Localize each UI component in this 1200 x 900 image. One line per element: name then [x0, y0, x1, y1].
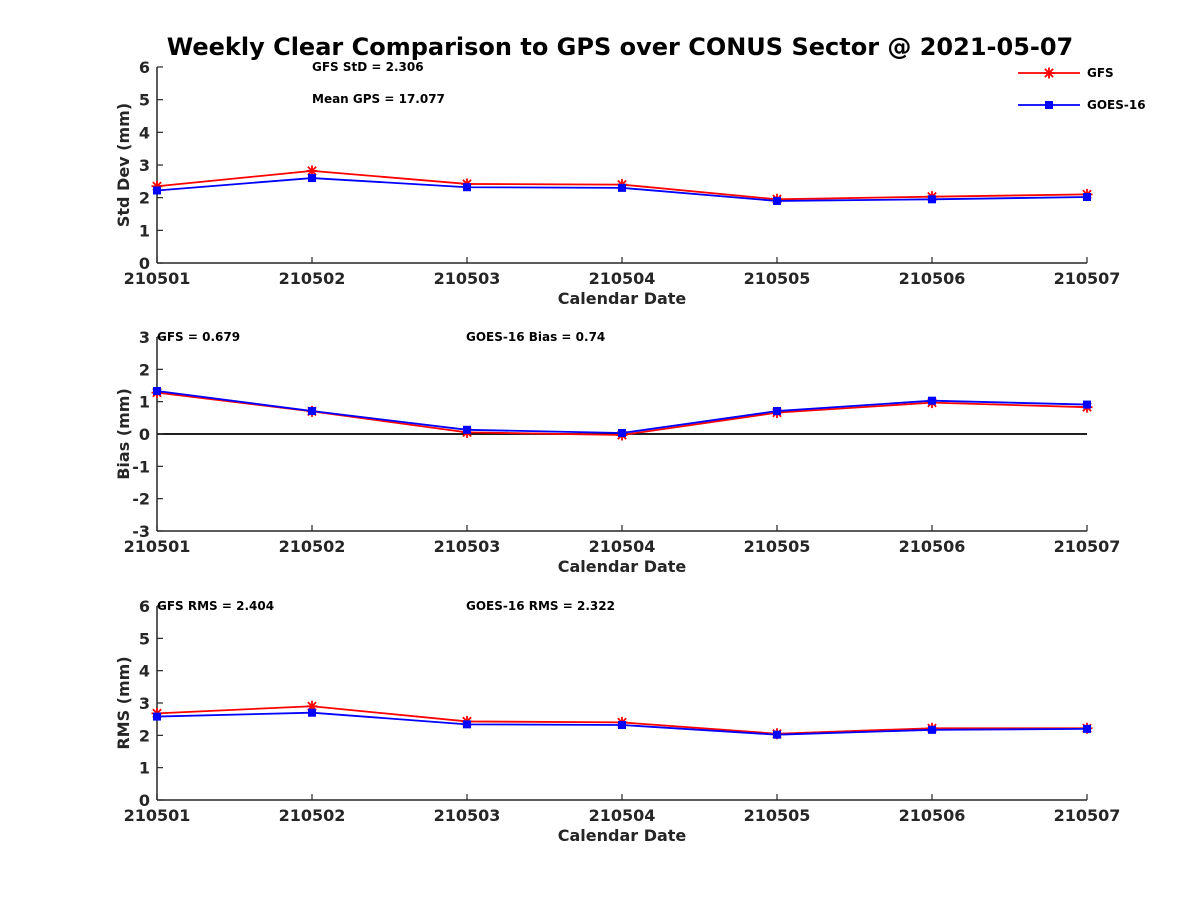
legend-marker — [1045, 101, 1053, 109]
data-point-goes-16 — [773, 730, 781, 739]
x-tick-label: 210502 — [279, 269, 346, 288]
data-point-goes-16 — [153, 186, 161, 195]
data-point-goes-16 — [463, 425, 471, 434]
x-axis-label: Calendar Date — [558, 826, 687, 845]
y-axis-label: Bias (mm) — [114, 388, 133, 480]
x-tick-label: 210504 — [589, 537, 656, 556]
data-point-goes-16 — [308, 174, 316, 183]
x-tick-label: 210501 — [124, 537, 191, 556]
annotation: GFS RMS = 2.404 — [157, 599, 274, 613]
y-tick-label: -2 — [132, 490, 150, 509]
y-tick-label: 5 — [139, 629, 150, 648]
y-tick-label: -1 — [132, 457, 150, 476]
data-point-goes-16 — [1083, 724, 1091, 733]
panel-std: 0 1 2 3 4 5 6 210501 210502 210503 210504 210505 210… — [114, 58, 1120, 308]
data-point-goes-16 — [463, 720, 471, 729]
y-tick-label: 6 — [139, 58, 150, 77]
x-tick-label: 210505 — [744, 269, 811, 288]
data-point-goes-16 — [618, 720, 626, 729]
series-line-gfs — [156, 391, 1088, 436]
data-point-gfs — [306, 165, 318, 177]
y-tick-label: 6 — [139, 597, 150, 616]
data-point-goes-16 — [928, 195, 936, 204]
x-tick-label: 210504 — [589, 269, 656, 288]
panel-bias: -3 -2 -1 0 1 2 3 210501 210502 210503 210504 210505… — [114, 328, 1120, 576]
legend-item-goes-16: GOES-16 — [1018, 98, 1146, 112]
y-tick-label: 2 — [139, 360, 150, 379]
data-point-gfs — [151, 180, 163, 192]
x-tick-label: 210506 — [899, 537, 966, 556]
x-tick-label: 210507 — [1054, 269, 1121, 288]
x-tick-label: 210501 — [124, 269, 191, 288]
y-tick-label: 0 — [139, 425, 150, 444]
annotation: Mean GPS = 17.077 — [312, 92, 445, 106]
data-point-goes-16 — [1083, 193, 1091, 202]
data-point-goes-16 — [153, 386, 161, 395]
legend: GFS GOES-16 — [1018, 66, 1146, 112]
series-line-goes-16 — [156, 390, 1088, 434]
data-point-goes-16 — [308, 407, 316, 416]
x-tick-label: 210507 — [1054, 806, 1121, 825]
x-tick-label: 210503 — [434, 806, 501, 825]
y-tick-label: 0 — [139, 254, 150, 273]
legend-label: GOES-16 — [1087, 98, 1146, 112]
data-point-goes-16 — [618, 429, 626, 438]
x-tick-label: 210505 — [744, 806, 811, 825]
data-point-goes-16 — [773, 196, 781, 205]
x-axis-label: Calendar Date — [558, 289, 687, 308]
data-point-goes-16 — [153, 712, 161, 721]
data-point-goes-16 — [463, 183, 471, 192]
y-tick-label: 1 — [139, 393, 150, 412]
chart-title: Weekly Clear Comparison to GPS over CONU… — [167, 33, 1074, 61]
y-tick-label: 5 — [139, 91, 150, 110]
x-tick-label: 210502 — [279, 806, 346, 825]
y-tick-label: 1 — [139, 759, 150, 778]
panel-rms: 0 1 2 3 4 5 6 210501 210502 210503 210504 210505 210… — [114, 597, 1120, 845]
annotation: GOES-16 RMS = 2.322 — [466, 599, 615, 613]
data-point-goes-16 — [308, 708, 316, 717]
x-tick-label: 210501 — [124, 806, 191, 825]
data-point-goes-16 — [928, 396, 936, 405]
annotation: GFS StD = 2.306 — [312, 60, 424, 74]
x-tick-label: 210506 — [899, 806, 966, 825]
annotation: GFS = 0.679 — [157, 330, 240, 344]
x-tick-label: 210503 — [434, 269, 501, 288]
legend-item-gfs: GFS — [1018, 66, 1114, 80]
data-point-gfs — [306, 700, 318, 712]
y-axis-label: RMS (mm) — [114, 656, 133, 749]
x-axis-label: Calendar Date — [558, 557, 687, 576]
x-tick-label: 210507 — [1054, 537, 1121, 556]
y-tick-label: 2 — [139, 726, 150, 745]
annotation: GOES-16 Bias = 0.74 — [466, 330, 605, 344]
data-point-goes-16 — [773, 407, 781, 416]
y-tick-label: 4 — [139, 662, 150, 681]
y-tick-label: 3 — [139, 694, 150, 713]
x-tick-label: 210504 — [589, 806, 656, 825]
data-point-goes-16 — [1083, 400, 1091, 409]
legend-marker — [1043, 67, 1055, 79]
x-tick-label: 210503 — [434, 537, 501, 556]
data-point-goes-16 — [928, 725, 936, 734]
y-tick-label: -3 — [132, 522, 150, 541]
y-axis-label: Std Dev (mm) — [114, 103, 133, 227]
y-tick-label: 3 — [139, 156, 150, 175]
y-tick-label: 1 — [139, 221, 150, 240]
data-point-goes-16 — [618, 183, 626, 192]
x-tick-label: 210502 — [279, 537, 346, 556]
y-tick-label: 0 — [139, 791, 150, 810]
x-tick-label: 210505 — [744, 537, 811, 556]
y-tick-label: 4 — [139, 123, 150, 142]
y-tick-label: 3 — [139, 328, 150, 347]
legend-label: GFS — [1087, 66, 1114, 80]
y-tick-label: 2 — [139, 189, 150, 208]
x-tick-label: 210506 — [899, 269, 966, 288]
